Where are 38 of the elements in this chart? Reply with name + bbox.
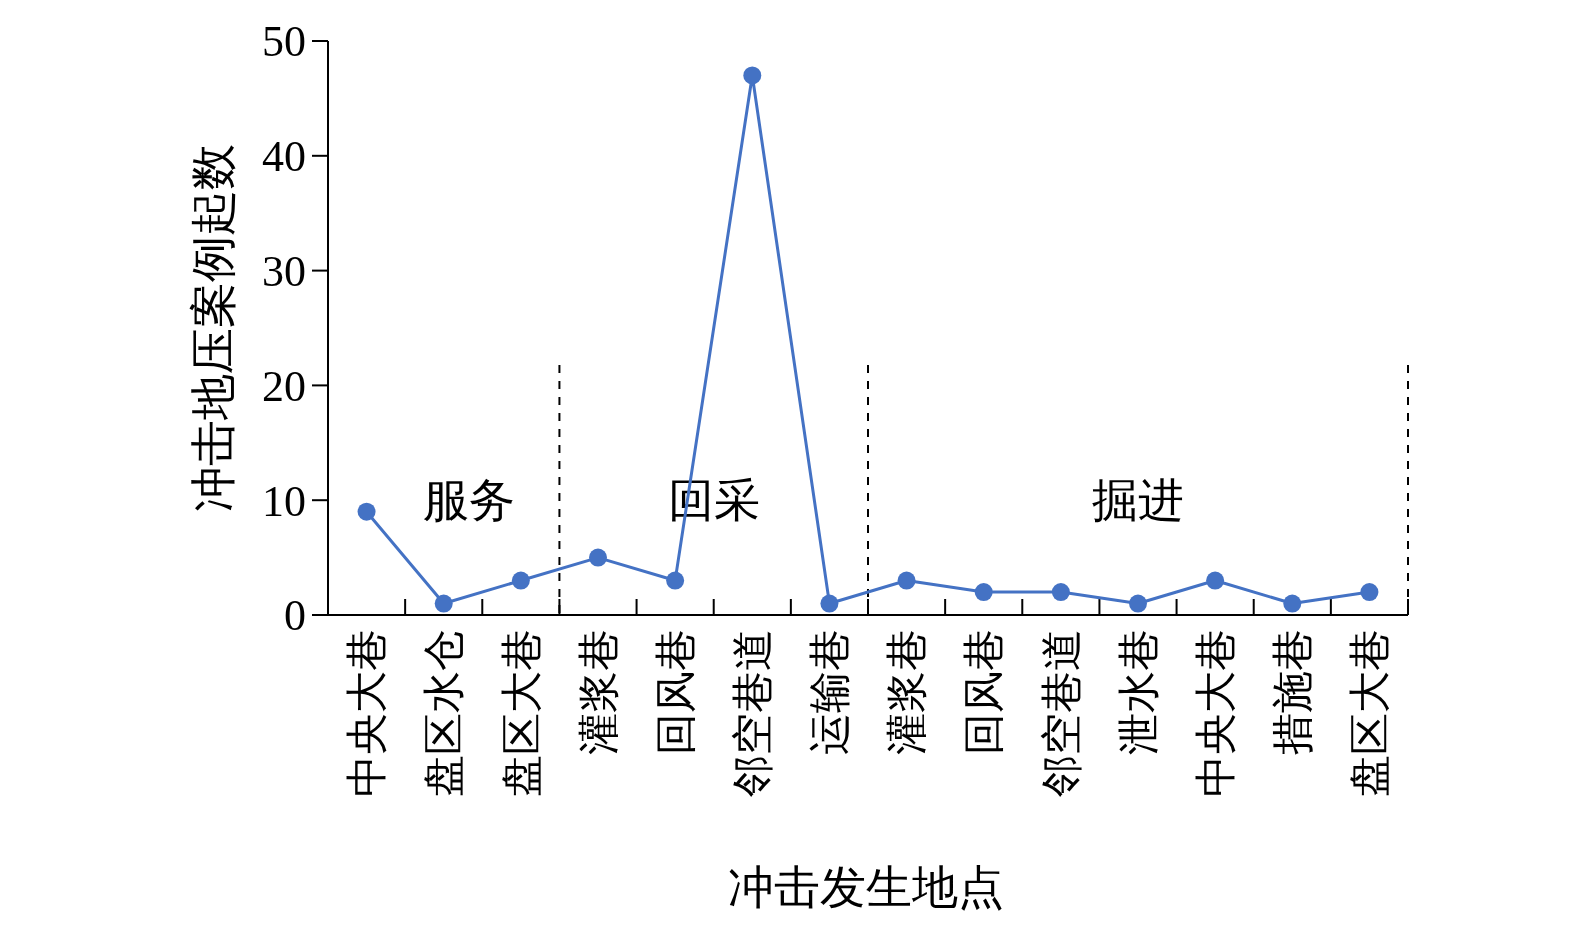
y-tick-label: 30 [262,247,306,296]
point [589,548,607,567]
point [357,502,376,521]
x-tick-label: 盘区水仓 [421,629,468,797]
y-tick-label: 20 [262,361,306,411]
point [820,594,839,613]
point [1051,583,1070,602]
x-tick-label: 盘区大巷 [498,629,545,797]
x-tick-label: 中央大巷 [344,629,391,797]
y-tick-label: 50 [262,17,306,67]
y-tick-label: 0 [284,591,306,641]
point [511,571,530,590]
point [743,66,762,85]
x-tick-label: 邻空巷道 [1038,629,1085,797]
point [434,594,453,613]
x-axis-title: 冲击发生地点 [728,862,1004,913]
x-tick-label: 灌浆巷 [575,629,622,755]
y-axis-title: 冲击地压案例起数 [188,144,240,512]
x-tick-label: 邻空巷道 [729,629,776,797]
point [1129,594,1147,613]
x-tick-label: 回风巷 [652,629,699,755]
annotation: 掘进 [1092,475,1184,527]
y-tick-label: 10 [262,476,306,526]
x-tick-label: 运输巷 [807,629,854,755]
point [1360,583,1379,602]
x-tick-label: 中央大巷 [1192,629,1239,797]
point [897,571,916,590]
annotation: 服务 [422,475,515,527]
x-tick-label: 灌浆巷 [884,629,931,755]
x-tick-label: 回风巷 [961,629,1008,755]
point [1283,594,1302,613]
x-tick-label: 泄水巷 [1115,629,1162,755]
point [666,571,685,590]
point [974,583,993,602]
x-tick-label: 盘区大巷 [1347,629,1394,797]
y-tick-label: 40 [262,132,306,182]
x-tick-label: 措施巷 [1269,629,1316,755]
point [1206,571,1225,590]
